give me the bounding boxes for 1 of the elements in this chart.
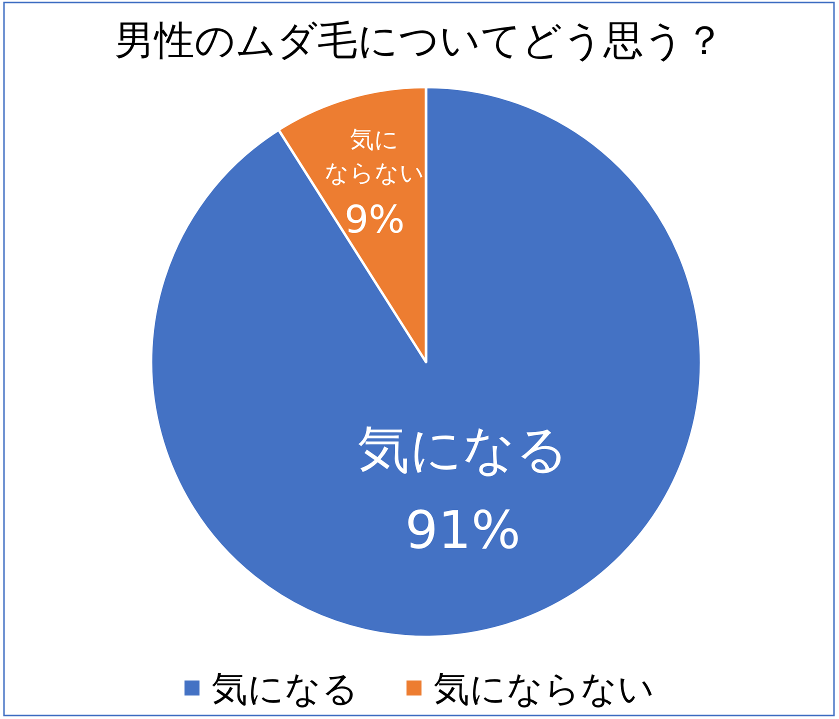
title: 男性のムダ毛についてどう思う？ <box>114 18 724 64</box>
